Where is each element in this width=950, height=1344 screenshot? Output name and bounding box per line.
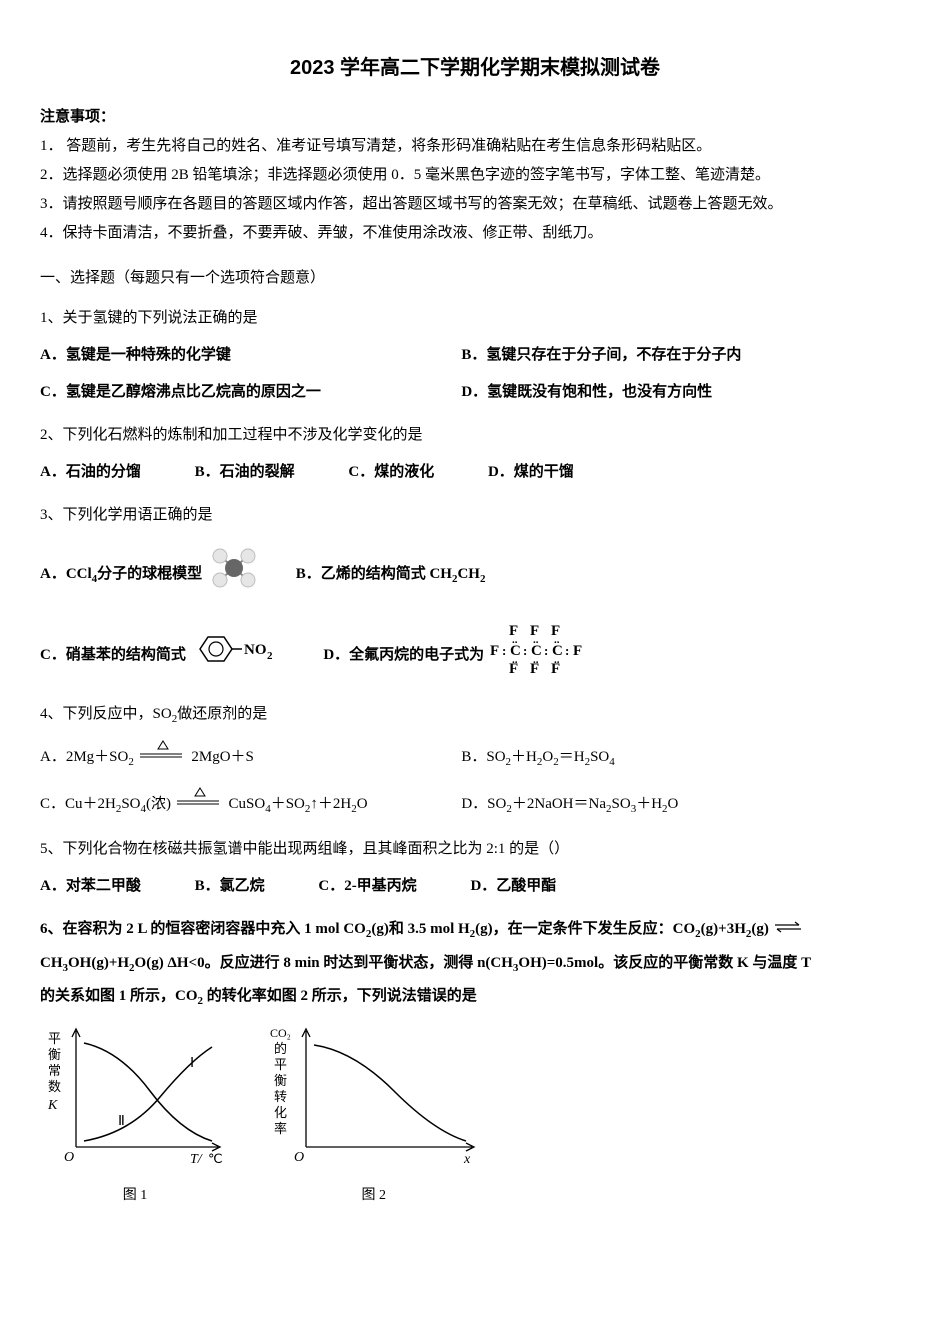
section-heading: 一、选择题（每题只有一个选项符合题意）	[40, 265, 910, 292]
question-3: 3、下列化学用语正确的是 A．CCl4分子的球棍模型 B．乙烯的结构简式 CH	[40, 499, 910, 688]
q5-opt-a: A．对苯二甲酸	[40, 870, 141, 903]
svg-text:数: 数	[48, 1079, 61, 1094]
q4-opt-b: B．SO2＋H2O2＝H2SO4	[461, 741, 879, 774]
q2-opt-c: C．煤的液化	[348, 456, 434, 489]
q3-opt-d: D．全氟丙烷的电子式为 F : C : C : C : F F F F .. .…	[323, 647, 618, 663]
svg-text:..: ..	[512, 654, 518, 666]
notice-heading: 注意事项：	[40, 104, 910, 131]
svg-text:NO: NO	[244, 642, 267, 658]
notice-item: 3．请按照题号顺序在各题目的答题区域内作答，超出答题区域书写的答案无效；在草稿纸…	[40, 191, 910, 218]
q4-opt-a: A．2Mg＋SO2 2MgO＋S	[40, 739, 458, 776]
q5-opt-b: B．氯乙烷	[195, 870, 265, 903]
svg-text::: :	[523, 643, 527, 658]
svg-text:..: ..	[512, 634, 518, 646]
svg-text:..: ..	[533, 654, 539, 666]
svg-text:O: O	[64, 1150, 74, 1165]
notice-item: 1． 答题前，考生先将自己的姓名、准考证号填写清楚，将条形码准确粘贴在考生信息条…	[40, 133, 910, 160]
svg-text:Ⅱ: Ⅱ	[118, 1114, 125, 1129]
q4-opt-d: D．SO2＋2NaOH＝Na2SO3＋H2O	[461, 788, 879, 821]
svg-text::: :	[565, 643, 569, 658]
svg-text:衡: 衡	[274, 1073, 287, 1088]
q1-opt-a: A．氢键是一种特殊的化学键	[40, 339, 458, 372]
svg-text::: :	[502, 643, 506, 658]
svg-text:率: 率	[274, 1121, 287, 1136]
q2-opt-a: A．石油的分馏	[40, 456, 141, 489]
ball-stick-model-icon	[210, 546, 258, 603]
svg-text:常: 常	[48, 1063, 61, 1078]
q1-opt-b: B．氢键只存在于分子间，不存在于分子内	[461, 339, 879, 372]
notice-item: 4．保持卡面清洁，不要折叠，不要弄破、弄皱，不准使用涂改液、修正带、刮纸刀。	[40, 220, 910, 247]
svg-text:..: ..	[554, 654, 560, 666]
svg-text:O: O	[294, 1150, 304, 1165]
graph-1: 平 衡 常 数 K O T/ ℃ Ⅰ Ⅱ 图 1	[40, 1021, 230, 1208]
q3-stem: 3、下列化学用语正确的是	[40, 499, 910, 532]
graph1-caption: 图 1	[40, 1183, 230, 1208]
graph2-caption: 图 2	[264, 1183, 484, 1208]
q1-opt-c: C．氢键是乙醇熔沸点比乙烷高的原因之一	[40, 376, 458, 409]
svg-text:平: 平	[274, 1057, 287, 1072]
question-6: 6、在容积为 2 L 的恒容密闭容器中充入 1 mol CO2(g)和 3.5 …	[40, 913, 910, 1013]
equilibrium-arrow-icon	[773, 914, 803, 947]
svg-text:CO₂: CO₂	[270, 1026, 291, 1040]
svg-text:K: K	[47, 1098, 58, 1113]
heat-arrow-icon	[138, 739, 188, 776]
svg-text:2: 2	[267, 650, 273, 662]
question-5: 5、下列化合物在核磁共振氢谱中能出现两组峰，且其峰面积之比为 2:1 的是（） …	[40, 833, 910, 903]
benzene-nitro-icon: NO 2	[190, 629, 280, 682]
svg-text:转: 转	[274, 1089, 287, 1104]
graph-2: CO₂ 的 平 衡 转 化 率 O x 图 2	[264, 1021, 484, 1208]
q5-opt-d: D．乙酸甲酯	[470, 870, 556, 903]
svg-text:℃: ℃	[208, 1151, 223, 1166]
perfluoropropane-lewis-icon: F : C : C : C : F F F F .. .. .. F F	[488, 623, 618, 688]
q2-opt-b: B．石油的裂解	[195, 456, 295, 489]
svg-text:..: ..	[554, 634, 560, 646]
question-2: 2、下列化石燃料的炼制和加工过程中不涉及化学变化的是 A．石油的分馏 B．石油的…	[40, 419, 910, 489]
svg-text:x: x	[463, 1152, 471, 1167]
svg-text:F: F	[573, 643, 582, 659]
q5-opt-c: C．2-甲基丙烷	[318, 870, 416, 903]
q3-opt-b: B．乙烯的结构简式 CH2CH2	[296, 566, 486, 582]
svg-text:平: 平	[48, 1031, 61, 1046]
svg-text:F: F	[490, 643, 499, 659]
q2-opt-d: D．煤的干馏	[488, 456, 574, 489]
svg-text:的: 的	[274, 1041, 287, 1056]
q1-stem: 1、关于氢键的下列说法正确的是	[40, 302, 910, 335]
q4-opt-c: C．Cu＋2H2SO4(浓) CuSO4＋SO2↑＋2H2O	[40, 786, 458, 823]
q1-opt-d: D．氢键既没有饱和性，也没有方向性	[461, 376, 879, 409]
notice-block: 注意事项： 1． 答题前，考生先将自己的姓名、准考证号填写清楚，将条形码准确粘贴…	[40, 104, 910, 247]
svg-text::: :	[544, 643, 548, 658]
page-title: 2023 学年高二下学期化学期末模拟测试卷	[40, 50, 910, 86]
graphs-row: 平 衡 常 数 K O T/ ℃ Ⅰ Ⅱ 图 1 CO₂ 的	[40, 1021, 910, 1208]
notice-item: 2．选择题必须使用 2B 铅笔填涂；非选择题必须使用 0．5 毫米黑色字迹的签字…	[40, 162, 910, 189]
q2-stem: 2、下列化石燃料的炼制和加工过程中不涉及化学变化的是	[40, 419, 910, 452]
heat-arrow-icon	[175, 786, 225, 823]
q5-stem: 5、下列化合物在核磁共振氢谱中能出现两组峰，且其峰面积之比为 2:1 的是（）	[40, 833, 910, 866]
q3-opt-a: A．CCl4分子的球棍模型	[40, 566, 266, 582]
q4-stem: 4、下列反应中，SO2做还原剂的是	[40, 698, 910, 731]
question-4: 4、下列反应中，SO2做还原剂的是 A．2Mg＋SO2 2MgO＋S B．SO2…	[40, 698, 910, 823]
svg-text:衡: 衡	[48, 1047, 61, 1062]
svg-text:化: 化	[274, 1105, 287, 1120]
svg-text:..: ..	[533, 634, 539, 646]
q3-opt-c: C．硝基苯的结构简式 NO 2	[40, 647, 283, 663]
question-1: 1、关于氢键的下列说法正确的是 A．氢键是一种特殊的化学键 B．氢键只存在于分子…	[40, 302, 910, 409]
svg-text:T/: T/	[190, 1152, 203, 1167]
